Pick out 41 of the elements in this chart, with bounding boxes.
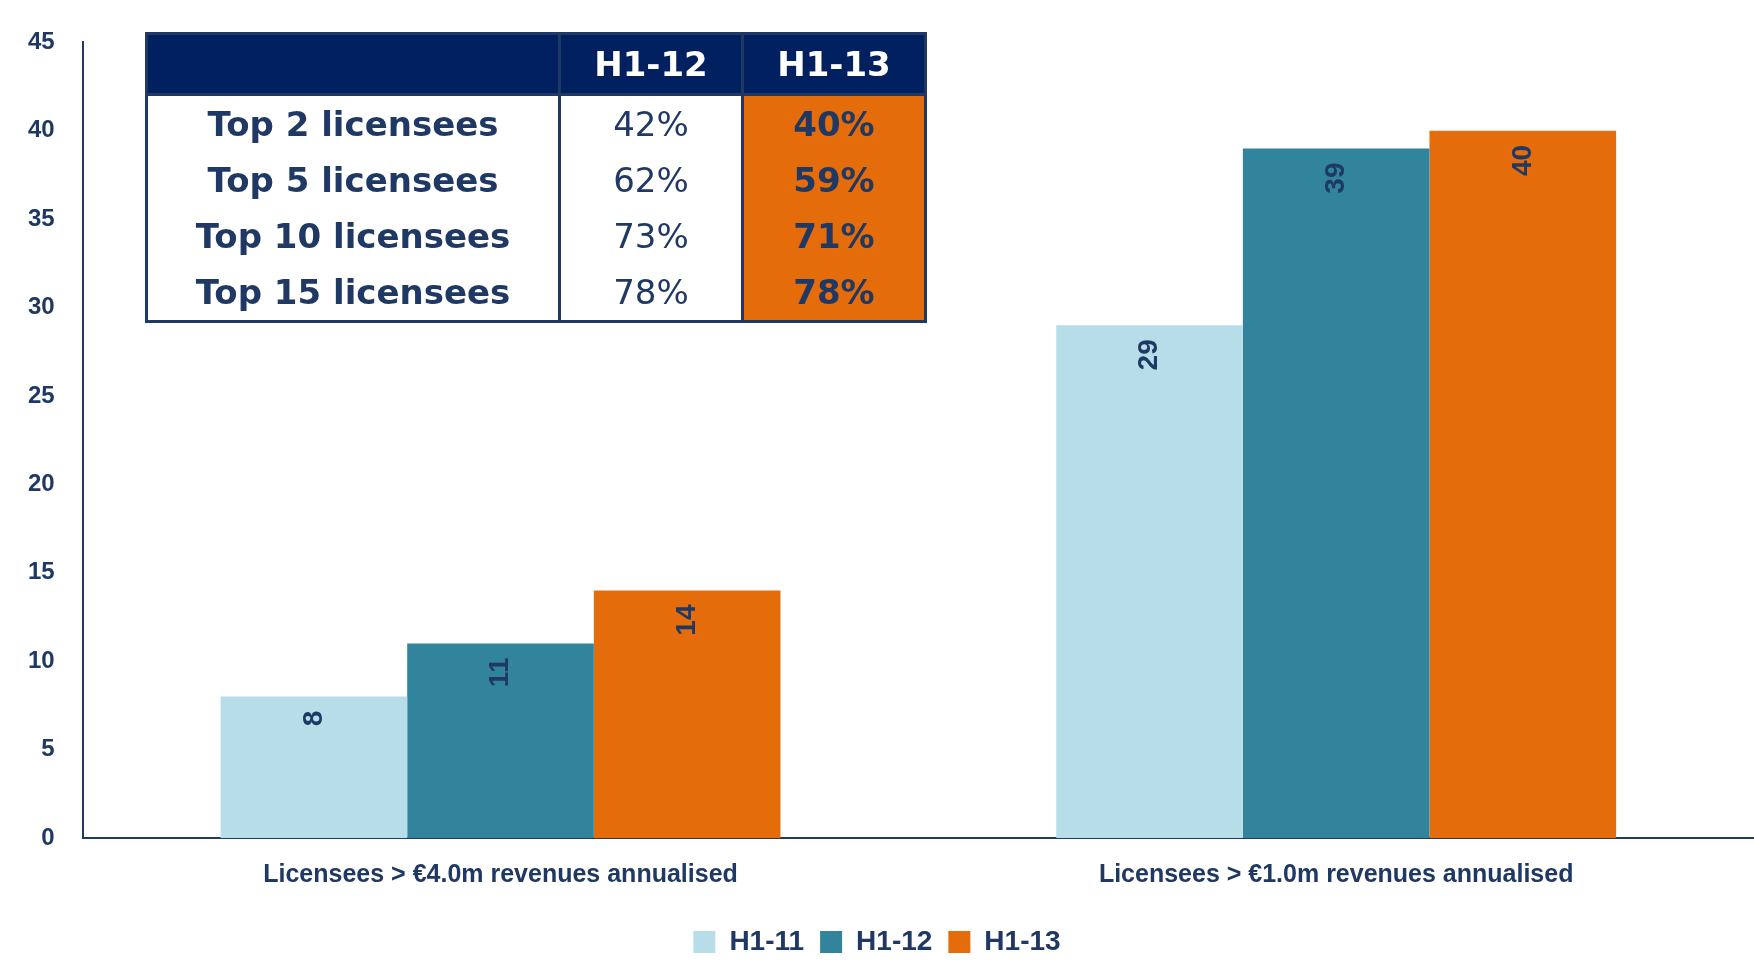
bar: [1242, 148, 1430, 838]
y-tick-label: 30: [27, 292, 55, 320]
legend-label: H1-12: [856, 924, 933, 956]
category-label: Top 10 licensees: [195, 216, 511, 256]
x-tick-label: Licensees > €4.0m revenues annualised: [263, 858, 738, 887]
text: 73%: [613, 216, 689, 256]
data-label: 8: [296, 710, 328, 727]
y-tick-label: 20: [27, 469, 55, 497]
category-label: H1-13: [742, 33, 926, 95]
y-tick-label: 0: [41, 822, 55, 850]
category-label: Top 5 licensees: [207, 160, 499, 200]
category-label: H1-12: [559, 33, 743, 95]
y-tick-label: 15: [27, 557, 55, 585]
bar: [593, 590, 781, 838]
bar: [1429, 130, 1617, 838]
bar: [407, 643, 594, 838]
category-label: Top 15 licensees: [195, 272, 511, 312]
legend-label: H1-11: [729, 924, 805, 956]
data-label: 14: [669, 604, 701, 636]
data-label: 11: [483, 657, 515, 688]
y-tick-label: 40: [27, 115, 55, 143]
text: 78%: [613, 272, 689, 312]
bar: [1056, 325, 1243, 838]
text: 59%: [793, 160, 875, 200]
data-label: 40: [1505, 144, 1537, 176]
bar: [220, 696, 408, 838]
text: 40%: [793, 104, 875, 144]
legend-label: H1-13: [984, 924, 1061, 956]
text: 42%: [613, 104, 689, 144]
x-tick-label: Licensees > €1.0m revenues annualised: [1098, 858, 1574, 887]
y-tick-label: 25: [27, 380, 55, 408]
text: 71%: [793, 216, 875, 256]
data-label: 39: [1318, 162, 1350, 194]
data-label: 29: [1132, 339, 1164, 371]
y-tick-label: 10: [27, 645, 55, 673]
y-tick-label: 5: [41, 734, 55, 762]
text: 62%: [613, 160, 689, 200]
y-tick-label: 45: [27, 27, 55, 55]
y-tick-label: 35: [27, 203, 55, 231]
category-label: Top 2 licensees: [207, 104, 499, 144]
text: 78%: [793, 272, 875, 312]
